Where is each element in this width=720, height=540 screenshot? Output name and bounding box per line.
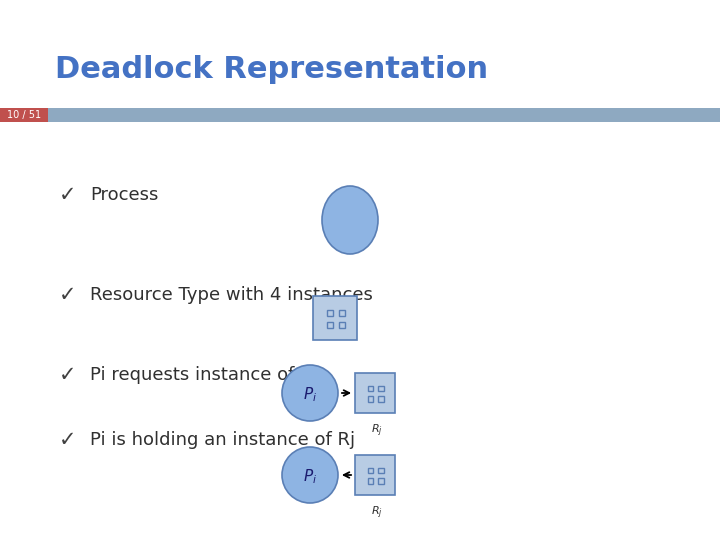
Bar (0, 108, 48, 122)
Bar (378, 396, 384, 402)
Text: Pi is holding an instance of Rj: Pi is holding an instance of Rj (90, 431, 355, 449)
Bar (355, 373, 395, 413)
Bar (368, 386, 374, 392)
Text: $P_i$: $P_i$ (303, 468, 317, 487)
Bar (327, 310, 333, 316)
Text: 10 / 51: 10 / 51 (7, 110, 41, 120)
Text: Deadlock Representation: Deadlock Representation (55, 55, 488, 84)
Text: $R_j$: $R_j$ (371, 423, 383, 440)
Text: ✓: ✓ (59, 430, 77, 450)
Bar (368, 468, 374, 474)
Text: ✓: ✓ (59, 285, 77, 305)
Bar (368, 478, 374, 484)
Text: ✓: ✓ (59, 365, 77, 385)
Bar (313, 296, 357, 340)
Bar (355, 455, 395, 495)
Text: $R_j$: $R_j$ (371, 505, 383, 522)
Ellipse shape (322, 186, 378, 254)
Text: Process: Process (90, 186, 158, 204)
Text: $P_i$: $P_i$ (303, 386, 317, 404)
Bar (368, 396, 374, 402)
Bar (338, 310, 345, 316)
Text: Resource Type with 4 instances: Resource Type with 4 instances (90, 286, 373, 304)
Bar (327, 322, 333, 328)
Bar (338, 322, 345, 328)
Bar (0, 108, 720, 122)
Ellipse shape (282, 447, 338, 503)
Ellipse shape (282, 365, 338, 421)
Bar (378, 468, 384, 474)
Text: Pi requests instance of Rj: Pi requests instance of Rj (90, 366, 318, 384)
Text: ✓: ✓ (59, 185, 77, 205)
Bar (378, 386, 384, 392)
Bar (378, 478, 384, 484)
